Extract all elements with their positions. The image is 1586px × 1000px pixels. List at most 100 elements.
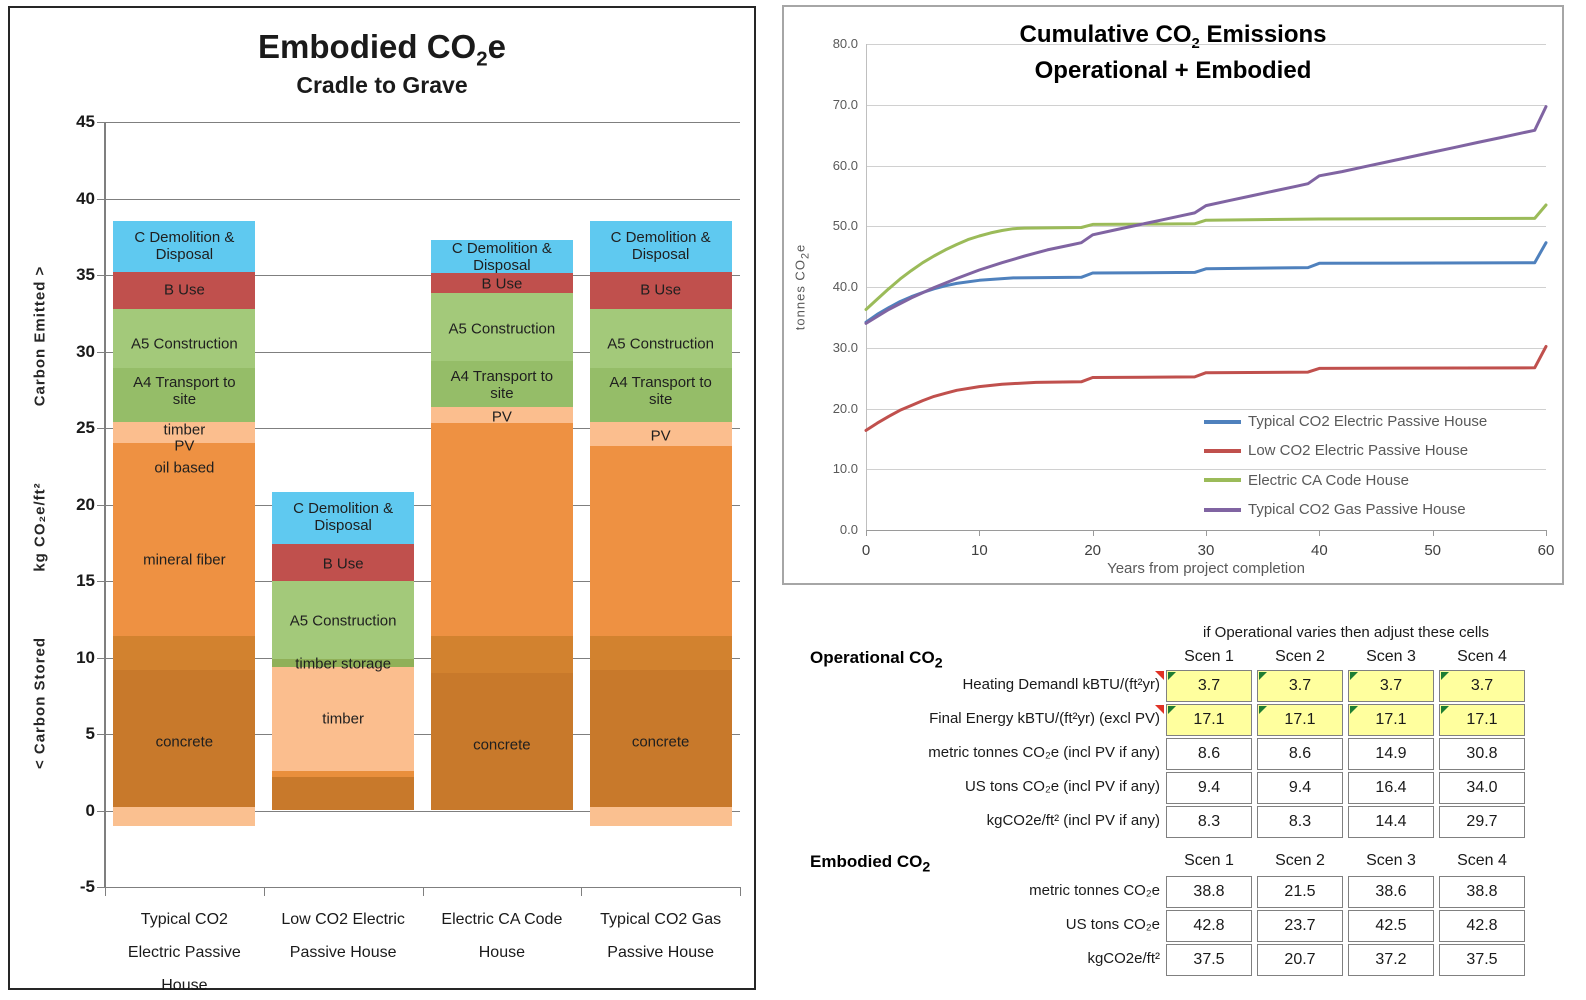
bar-segment-label: C Demolition & Disposal [610, 228, 711, 263]
bar-segment-label: A4 Transport to site [450, 368, 554, 403]
x-tick-mark [979, 530, 981, 536]
y-tick-mark [97, 581, 105, 582]
y-tick-mark [97, 504, 105, 506]
gridline [105, 428, 740, 429]
gridline [866, 287, 1546, 288]
gridline [105, 810, 740, 812]
cell-corner-marker-icon [1168, 706, 1176, 714]
column-header: Scen 2 [1275, 852, 1325, 869]
y-tick-label: 0.0 [839, 522, 858, 537]
table-cell: 21.5 [1257, 876, 1343, 908]
legend-swatch [1204, 478, 1241, 483]
column-header: Scen 3 [1366, 648, 1416, 665]
x-tick-label: 0 [861, 542, 871, 559]
bar-segment [430, 273, 573, 294]
bar-segment [589, 271, 732, 309]
table-cell[interactable]: 3.7 [1439, 670, 1525, 702]
legend-item: Typical CO2 Electric Passive House [1204, 413, 1487, 430]
table-cell[interactable]: 17.1 [1348, 704, 1434, 736]
bar-segment [589, 446, 732, 637]
bar-segment-label: timber storage [295, 655, 392, 673]
table-cell: 37.5 [1166, 944, 1252, 976]
x-tick-label: 30 [1197, 542, 1215, 559]
bar-segment [589, 669, 732, 808]
line-series-svg [864, 105, 1548, 432]
y-tick-mark [97, 275, 105, 276]
bar-segment [589, 807, 732, 826]
column-header: Scen 4 [1457, 648, 1507, 665]
table-cell[interactable]: 3.7 [1348, 670, 1434, 702]
table-cell[interactable]: 17.1 [1439, 704, 1525, 736]
y-tick-label: 25 [76, 418, 95, 437]
y-tick-mark [97, 428, 105, 429]
gridline [105, 504, 740, 506]
bar-segment [430, 239, 573, 274]
x-tick-label: 20 [1084, 542, 1101, 559]
bar-segment-label: A5 Construction [448, 320, 556, 338]
right-chart-title-subscript: 2 [1192, 36, 1200, 52]
bar-segment-label: timber [163, 421, 206, 439]
table-cell: 29.7 [1439, 806, 1525, 838]
gridline [866, 165, 1546, 167]
y-tick-label: 50.0 [832, 218, 858, 234]
table-cell[interactable]: 3.7 [1166, 670, 1252, 702]
table-cell: 38.6 [1348, 876, 1434, 908]
bar-segment [113, 308, 256, 369]
bar-segment [113, 636, 256, 670]
y-axis-caption: Carbon Emitted > [31, 265, 49, 407]
bar-segment-label: A4 Transport to site [609, 374, 712, 409]
bar-segment [272, 659, 415, 667]
x-tick-mark [866, 530, 867, 536]
bar-segment [430, 360, 573, 407]
y-tick-label: 30 [76, 341, 95, 361]
series-line [864, 203, 1548, 311]
bar-segment-label: C Demolition & Disposal [451, 239, 552, 274]
y-tick-label: 40.0 [832, 279, 858, 294]
table-cell[interactable]: 17.1 [1166, 704, 1252, 736]
y-tick-label: 10.0 [832, 461, 858, 477]
row-label: Final Energy kBTU/(ft²yr) (excl PV) [929, 710, 1160, 727]
gridline [105, 198, 740, 200]
left-chart-title-text: Embodied CO [258, 28, 477, 65]
table-cell: 14.9 [1348, 738, 1434, 770]
table-cell: 16.4 [1348, 772, 1434, 804]
bar-segment-label: concrete [473, 736, 531, 754]
bar-segment [272, 770, 415, 777]
y-axis-line [866, 44, 867, 530]
table-cell[interactable]: 17.1 [1257, 704, 1343, 736]
category-label: Electric CA Code House [441, 911, 563, 961]
bar-segment-label: mineral fiber [143, 551, 226, 569]
bar-segment [113, 807, 256, 826]
column-header: Scen 1 [1184, 648, 1234, 665]
row-label: US tons CO₂e (incl PV if any) [964, 778, 1160, 795]
gridline [105, 275, 740, 276]
x-tick-mark [1206, 530, 1207, 536]
table-cell: 42.8 [1166, 910, 1252, 942]
bar-segment [113, 271, 256, 309]
y-axis-line [104, 122, 106, 887]
bar-segment-label: oil based [154, 459, 215, 477]
y-tick-mark [97, 734, 105, 735]
legend-swatch [1204, 507, 1241, 512]
x-tick-mark [740, 887, 741, 896]
bar-segment [113, 221, 256, 272]
y-axis-caption: < Carbon Stored [31, 637, 49, 770]
x-tick-label: 60 [1537, 542, 1555, 559]
tables-note: if Operational varies then adjust these … [1203, 624, 1489, 641]
y-tick-label: 20 [76, 494, 95, 514]
bar-segment-label: timber [322, 710, 364, 728]
table-cell: 8.3 [1257, 806, 1343, 838]
table-cell[interactable]: 3.7 [1257, 670, 1343, 702]
operational-co2-table-title: Operational CO2 [810, 648, 943, 672]
y-tick-mark [97, 810, 105, 812]
y-tick-mark [97, 122, 105, 123]
legend-item: Electric CA Code House [1204, 472, 1409, 489]
gridline [105, 734, 740, 735]
table-cell: 42.8 [1439, 910, 1525, 942]
gridline [866, 469, 1546, 471]
row-label: kgCO2e/ft² [1087, 950, 1160, 967]
y-tick-label: 40 [76, 188, 95, 208]
x-tick-mark [1432, 530, 1434, 536]
bar-segment [113, 443, 256, 637]
y-tick-label: 10 [76, 647, 95, 667]
